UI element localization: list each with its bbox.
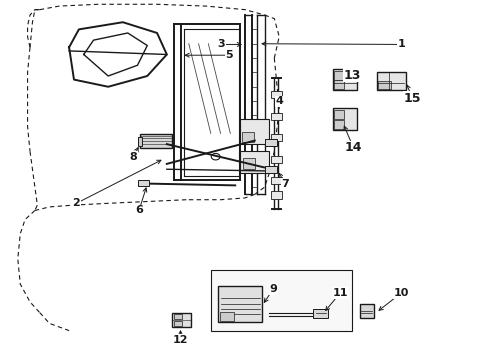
Bar [139,137,143,146]
Text: 4: 4 [275,96,283,106]
Text: 11: 11 [333,288,348,298]
Text: 13: 13 [344,69,361,82]
Bar [378,81,391,89]
Bar [265,166,277,173]
Bar [140,134,172,148]
Bar [271,134,282,141]
Bar [265,139,277,146]
Bar [271,177,282,184]
Bar [173,314,182,319]
Bar [240,119,270,144]
Bar [377,72,406,90]
Text: 10: 10 [393,288,409,298]
Bar [271,113,282,120]
Bar [218,286,262,321]
Bar [271,156,282,163]
Text: 7: 7 [282,179,290,189]
Bar [220,312,234,320]
Bar [360,304,374,318]
Text: 1: 1 [397,40,405,49]
Text: 5: 5 [225,50,233,60]
Bar [314,309,328,318]
Bar [334,110,344,119]
Bar [240,151,270,173]
Bar [243,158,255,169]
Bar [333,69,357,90]
Bar [333,108,357,130]
Bar [334,71,344,80]
Text: 3: 3 [218,40,225,49]
Bar [242,132,254,142]
Text: 14: 14 [345,141,362,154]
Bar [173,320,182,325]
Text: 12: 12 [173,334,188,345]
Bar [271,91,282,98]
Text: 8: 8 [130,152,138,162]
Bar [211,270,352,330]
Bar [139,180,149,186]
Bar [271,192,282,199]
Bar [334,120,344,129]
Bar [334,80,344,89]
Text: 6: 6 [135,206,143,216]
Text: 2: 2 [73,198,80,208]
Text: 9: 9 [270,284,277,294]
Bar [172,313,191,327]
Text: 15: 15 [404,92,421,105]
